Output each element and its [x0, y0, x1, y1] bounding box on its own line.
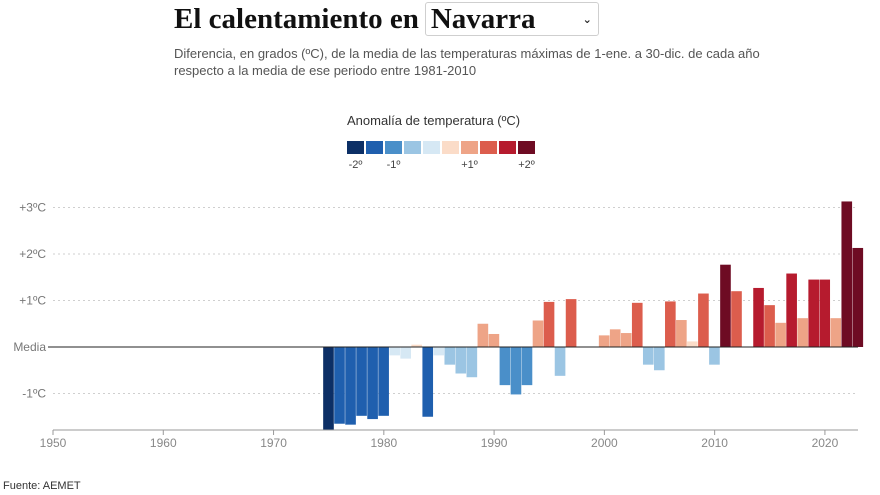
legend-swatch: [480, 141, 497, 154]
grid: +3ºC +2ºC +1ºC Media -1ºC: [13, 201, 858, 401]
bar-1991: [499, 347, 511, 386]
x-tick-label: 2000: [591, 436, 618, 450]
bar-2010: [709, 347, 720, 365]
legend-swatch: [442, 141, 459, 154]
bar-2018: [797, 318, 808, 347]
bar-1982: [400, 347, 411, 359]
bar-2000: [598, 335, 610, 347]
bar-1986: [444, 347, 456, 365]
x-tick-label: 2010: [701, 436, 728, 450]
bar-2014: [753, 287, 764, 347]
region-selected-value: Navarra: [430, 2, 536, 35]
bar-2008: [687, 341, 698, 347]
legend-swatch: [404, 141, 421, 154]
bar-1979: [367, 347, 378, 420]
bar-1997: [565, 299, 577, 347]
bar-2009: [698, 293, 709, 347]
bar-1994: [532, 320, 544, 347]
legend-label: -2º: [349, 159, 363, 171]
bar-2019: [808, 279, 820, 347]
x-tick-label: 1960: [150, 436, 177, 450]
chart-subtitle: Diferencia, en grados (ºC), de la media …: [174, 46, 760, 78]
legend-label: -1º: [387, 159, 401, 171]
region-select[interactable]: Navarra ⌄: [424, 2, 599, 36]
x-tick-label: 1990: [481, 436, 508, 450]
bar-1988: [466, 347, 478, 378]
bar-2016: [775, 322, 786, 347]
bar-2012: [731, 291, 742, 347]
legend-swatch: [423, 141, 440, 154]
bar-2001: [609, 329, 621, 347]
bar-1983: [411, 344, 423, 347]
bar-1980: [378, 347, 389, 416]
bar-1975: [323, 347, 334, 430]
bar-2005: [653, 347, 665, 371]
bar-1992: [510, 347, 522, 395]
legend-swatch: [518, 141, 535, 154]
legend-swatch: [461, 141, 478, 154]
chart-title: El calentamiento en Navarra ⌄: [174, 0, 599, 38]
source-note: Fuente: AEMET: [3, 480, 81, 492]
bar-1995: [543, 301, 555, 347]
legend-swatch: [385, 141, 402, 154]
color-legend: -2º -1º +1º +2º: [347, 141, 535, 171]
bar-1987: [455, 347, 467, 374]
legend-swatch: [347, 141, 364, 154]
legend-title: Anomalía de temperatura (ºC): [347, 113, 521, 128]
bar-2017: [786, 273, 797, 347]
y-tick-label: +3ºC: [19, 201, 46, 215]
bar-2007: [676, 320, 687, 347]
bar-1976: [334, 347, 345, 424]
bar-1977: [345, 347, 356, 425]
y-tick-label: +1ºC: [19, 294, 46, 308]
x-tick-label: 1980: [370, 436, 397, 450]
bar-2023: [852, 247, 864, 347]
bar-2020: [819, 279, 831, 347]
bar-1978: [356, 347, 367, 416]
y-tick-label: -1ºC: [22, 387, 46, 401]
bar-1989: [477, 323, 489, 347]
bar-2004: [642, 347, 654, 365]
title-text: El calentamiento en: [174, 2, 419, 35]
y-tick-label: Media: [13, 340, 46, 354]
bar-1996: [554, 347, 566, 376]
x-tick-label: 1970: [260, 436, 287, 450]
bar-1981: [389, 347, 400, 356]
bar-2022: [841, 201, 853, 347]
bar-2015: [764, 305, 775, 347]
legend-swatch: [366, 141, 383, 154]
bar-1990: [488, 333, 500, 347]
bar-2006: [665, 301, 676, 347]
bar-1993: [521, 347, 533, 386]
x-tick-label: 1950: [40, 436, 67, 450]
legend-label: +1º: [461, 159, 478, 171]
x-tick-label: 2020: [812, 436, 839, 450]
bar-1984: [422, 347, 434, 417]
bar-2011: [720, 264, 731, 347]
chevron-down-icon: ⌄: [582, 13, 592, 26]
axes: 1950 1960 1970 1980 1990 2000 2010 2020: [40, 346, 858, 450]
bar-2003: [631, 302, 643, 347]
bar-2002: [620, 333, 632, 347]
bar-2021: [830, 318, 842, 347]
y-tick-label: +2ºC: [19, 247, 46, 261]
legend-label: +2º: [518, 159, 535, 171]
bars: [323, 201, 864, 430]
bar-1985: [433, 347, 445, 356]
legend-swatch: [499, 141, 516, 154]
